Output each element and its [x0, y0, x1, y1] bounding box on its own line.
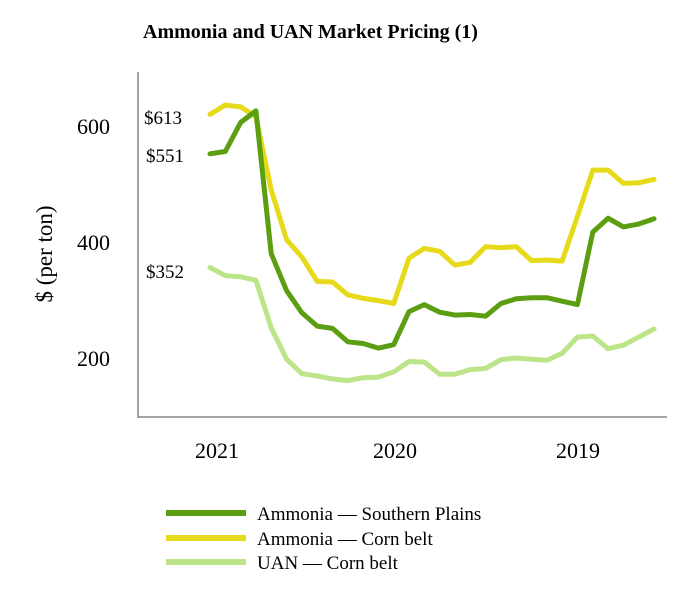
y-tick-label-600: 600	[77, 114, 110, 139]
x-tick-label-2020: 2020	[373, 438, 417, 463]
x-tick-label-2019: 2019	[556, 438, 600, 463]
y-axis-label-text: $ (per ton)	[32, 205, 57, 302]
series-line-ammonia-corn-belt	[207, 102, 657, 306]
legend: Ammonia — Southern Plains Ammonia — Corn …	[166, 504, 481, 574]
y-tick-label-200: 200	[77, 346, 110, 371]
x-tick-labels: 2021 2020 2019	[195, 438, 600, 463]
annotation-ammonia-corn-belt-start: $613	[144, 108, 182, 129]
legend-label-ammonia-corn-belt: Ammonia — Corn belt	[257, 529, 433, 550]
legend-label-uan-corn-belt: UAN — Corn belt	[257, 553, 399, 574]
legend-label-ammonia-southern-plains: Ammonia — Southern Plains	[257, 504, 481, 525]
annotation-uan-corn-belt-start: $352	[146, 262, 184, 283]
annotation-ammonia-southern-plains-start: $551	[146, 146, 184, 167]
series-line-ammonia-southern-plains	[207, 108, 657, 351]
y-axis-label: $ (per ton)	[32, 205, 57, 302]
y-tick-labels: 200 400 600	[77, 114, 110, 371]
y-tick-label-400: 400	[77, 230, 110, 255]
chart-title: Ammonia and UAN Market Pricing (1)	[143, 21, 478, 43]
series-lines	[207, 102, 657, 384]
x-tick-label-2021: 2021	[195, 438, 239, 463]
series-line-uan-corn-belt	[207, 265, 657, 384]
